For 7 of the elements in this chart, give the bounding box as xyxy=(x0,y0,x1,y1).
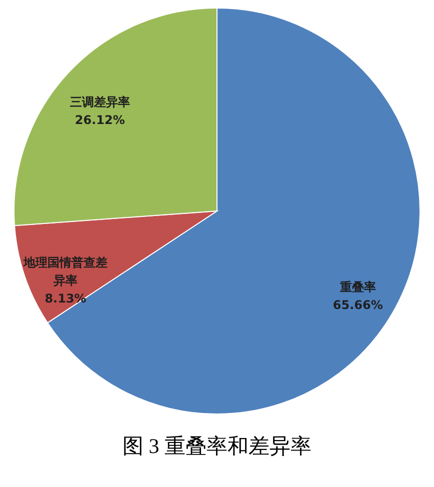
slice-label: 三调差异率 xyxy=(70,95,130,109)
slice-label: 地理国情普查差异率 xyxy=(22,255,108,288)
text: 图 3 重叠率和差异率 xyxy=(122,434,312,458)
data-label: 8.13% xyxy=(44,291,86,306)
data-label: 65.66% xyxy=(332,298,383,312)
data-label: 26.12% xyxy=(74,113,125,127)
slice-label: 重叠率 xyxy=(338,280,376,294)
